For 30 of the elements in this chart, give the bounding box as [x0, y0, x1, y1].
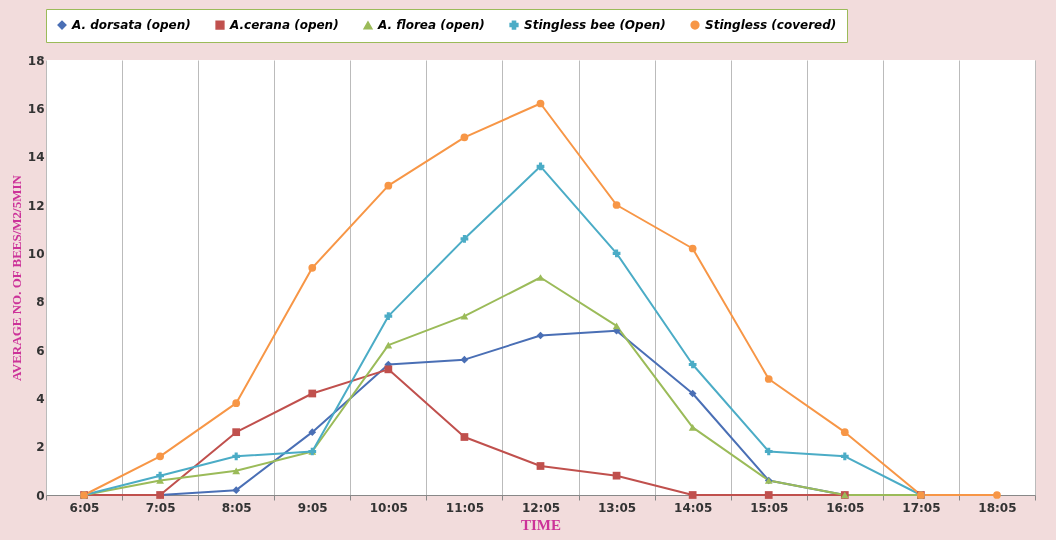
y-tick-label: 14	[27, 150, 45, 165]
x-tick-label: 8:05	[221, 500, 252, 515]
legend-label: Stingless bee (Open)	[524, 18, 666, 33]
x-tick-label: 7:05	[145, 500, 176, 515]
x-tick-label: 13:05	[597, 500, 637, 515]
x-tick-label: 14:05	[674, 500, 713, 515]
y-tick-label: 8	[36, 295, 45, 310]
x-tick-label: 15:05	[750, 500, 789, 515]
x-axis-title: TIME	[520, 516, 562, 533]
y-tick-label: 10	[27, 246, 45, 261]
y-tick-label: 4	[36, 391, 45, 406]
y-axis-title: AVERAGE NO. OF BEES/M2/5MIN	[8, 174, 24, 381]
x-tick-label: 10:05	[369, 500, 408, 515]
y-tick-label: 2	[36, 440, 45, 455]
y-tick-label: 18	[27, 53, 45, 68]
x-tick-label: 18:05	[978, 500, 1017, 515]
legend-label: A. florea (open)	[377, 18, 485, 33]
legend-label: A. dorsata (open)	[71, 18, 191, 33]
x-tick-label: 16:05	[826, 500, 865, 515]
x-tick-label: 9:05	[297, 500, 328, 515]
x-tick-label: 11:05	[445, 500, 485, 515]
y-tick-label: 12	[27, 198, 45, 213]
y-tick-label: 0	[36, 488, 45, 503]
x-tick-label: 17:05	[902, 500, 941, 515]
y-tick-label: 16	[27, 101, 45, 116]
x-tick-label: 6:05	[69, 500, 100, 515]
y-tick-label: 6	[36, 343, 45, 358]
x-tick-label: 12:05	[521, 500, 561, 515]
legend-label: A.cerana (open)	[229, 18, 339, 33]
legend-label: Stingless (covered)	[705, 18, 837, 33]
